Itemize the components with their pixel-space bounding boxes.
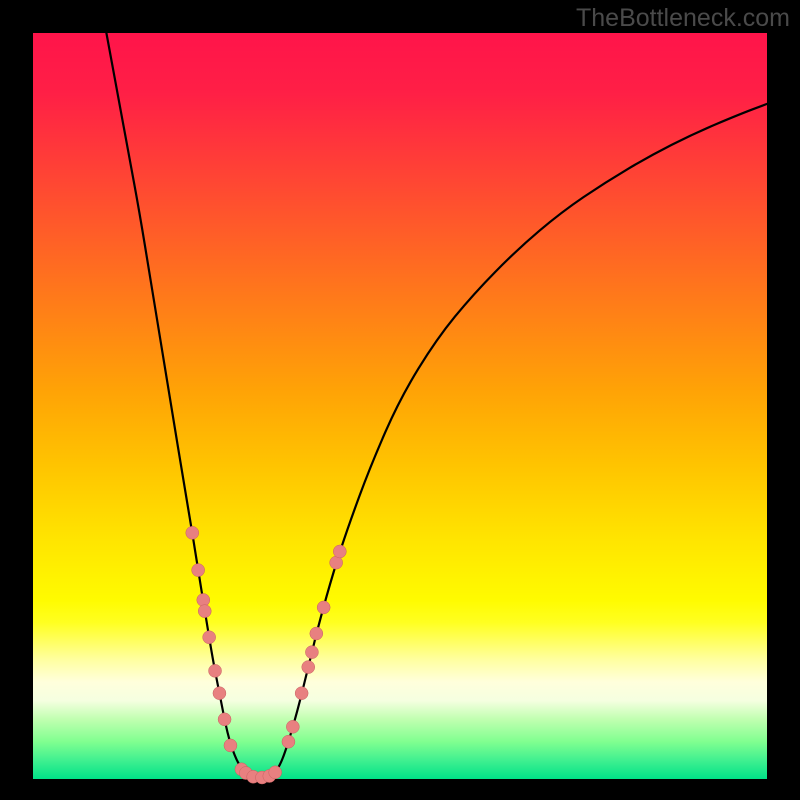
watermark-label: TheBottleneck.com: [576, 4, 790, 33]
data-marker: [198, 605, 211, 618]
data-marker: [203, 631, 216, 644]
data-marker: [305, 646, 318, 659]
data-marker: [209, 664, 222, 677]
data-marker: [302, 661, 315, 674]
data-marker: [286, 720, 299, 733]
plot-background: [33, 33, 767, 779]
data-marker: [333, 545, 346, 558]
data-marker: [213, 687, 226, 700]
data-marker: [317, 601, 330, 614]
data-marker: [192, 564, 205, 577]
data-marker: [186, 526, 199, 539]
chart-area: [0, 0, 800, 800]
data-marker: [269, 766, 282, 779]
data-marker: [224, 739, 237, 752]
data-marker: [218, 713, 231, 726]
data-marker: [197, 593, 210, 606]
data-marker: [295, 687, 308, 700]
data-marker: [282, 735, 295, 748]
data-marker: [310, 627, 323, 640]
